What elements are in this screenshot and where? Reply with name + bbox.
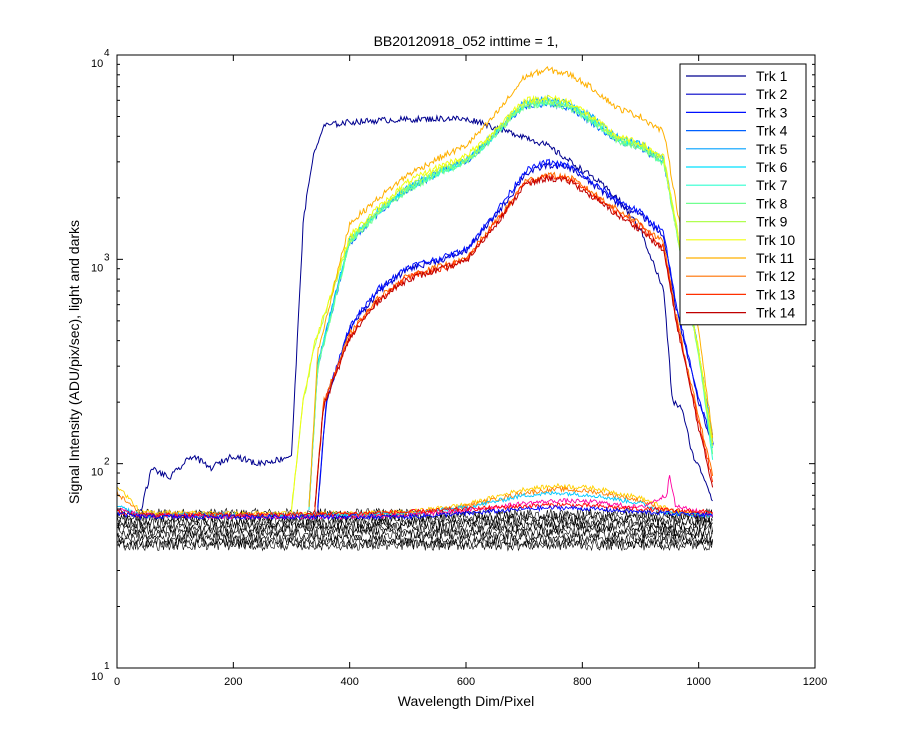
y-tick-label-base: 10 xyxy=(91,262,103,274)
series-line-trk-9 xyxy=(291,96,714,510)
chart-title: BB20120918_052 inttime = 1, xyxy=(374,33,559,49)
dark-trace-7 xyxy=(116,528,713,542)
legend: Trk 1 Trk 2 Trk 3 Trk 4 Trk 5 Trk 6 Trk 7 Trk 8… xyxy=(679,63,807,326)
legend-label-trk-12: Trk 12 xyxy=(756,268,795,284)
legend-label-trk-3: Trk 3 xyxy=(756,104,788,120)
y-tick-label-base: 10 xyxy=(91,58,103,70)
series-line-trk-10 xyxy=(291,94,714,512)
y-tick-label-exponent: 2 xyxy=(104,457,110,468)
legend-label-trk-5: Trk 5 xyxy=(756,141,788,157)
y-tick-label-base: 10 xyxy=(91,671,103,683)
y-tick-label-base: 10 xyxy=(91,467,103,479)
legend-box xyxy=(679,63,807,326)
y-tick-label-exponent: 3 xyxy=(104,252,110,263)
series-line-trk-1 xyxy=(139,114,713,512)
x-tick-label: 0 xyxy=(114,676,120,688)
x-axis: 0 200 400 600 800 1000 1200 xyxy=(114,55,827,688)
x-tick-label: 800 xyxy=(573,676,591,688)
series-line-trk-3 xyxy=(317,158,714,508)
legend-label-trk-7: Trk 7 xyxy=(756,177,788,193)
x-tick-label: 600 xyxy=(457,676,475,688)
x-tick-label: 1000 xyxy=(686,676,710,688)
x-tick-label: 200 xyxy=(224,676,242,688)
legend-label-trk-1: Trk 1 xyxy=(756,68,788,84)
legend-label-trk-9: Trk 9 xyxy=(756,214,788,230)
dark-trace-6 xyxy=(116,524,713,538)
dark-trace-4 xyxy=(116,517,713,530)
series-line-trk-11 xyxy=(308,65,714,507)
series-group xyxy=(139,65,714,513)
y-tick-label-exponent: 1 xyxy=(104,661,110,672)
series-line-trk-14 xyxy=(314,173,714,507)
dark-trace-10 xyxy=(116,538,713,552)
x-tick-label: 400 xyxy=(340,676,358,688)
legend-label-trk-8: Trk 8 xyxy=(756,195,788,211)
legend-label-trk-10: Trk 10 xyxy=(756,232,795,248)
legend-label-trk-14: Trk 14 xyxy=(756,305,795,321)
x-tick-label: 1200 xyxy=(803,676,827,688)
legend-label-trk-11: Trk 11 xyxy=(756,250,794,266)
baseline-trace-3 xyxy=(116,490,714,519)
legend-label-trk-4: Trk 4 xyxy=(756,123,788,139)
baseline-trace-5 xyxy=(116,501,713,519)
legend-label-trk-2: Trk 2 xyxy=(756,86,788,102)
baseline-trace-6 xyxy=(116,504,713,521)
y-tick-label-exponent: 4 xyxy=(104,48,110,59)
baseline-group xyxy=(116,475,714,521)
x-axis-label: Wavelength Dim/Pixel xyxy=(398,693,534,709)
dark-trace-9 xyxy=(116,536,713,550)
y-axis-label: Signal Intensity (ADU/pix/sec), light an… xyxy=(66,220,82,504)
legend-label-trk-6: Trk 6 xyxy=(756,159,788,175)
legend-label-trk-13: Trk 13 xyxy=(756,286,795,302)
